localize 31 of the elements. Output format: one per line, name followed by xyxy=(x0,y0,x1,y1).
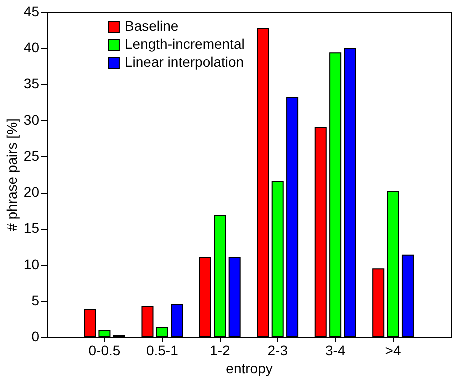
legend-label: Length-incremental xyxy=(125,36,245,52)
y-axis-title: # phrase pairs [%] xyxy=(4,118,20,232)
x-tick-label: 2-3 xyxy=(268,342,288,358)
bar xyxy=(171,304,184,338)
bar xyxy=(286,97,299,338)
legend-label: Linear interpolation xyxy=(125,54,244,70)
bar xyxy=(402,254,414,338)
y-tick-label: 0 xyxy=(32,328,40,344)
x-tick-label: >4 xyxy=(385,342,402,358)
bar xyxy=(228,257,241,338)
bar xyxy=(372,268,385,338)
y-tick-label: 10 xyxy=(24,256,40,272)
y-tick-label: 20 xyxy=(24,184,40,200)
bar xyxy=(314,127,327,338)
bar xyxy=(257,28,270,338)
y-tick-label: 45 xyxy=(24,4,40,20)
x-tick-label: 0-0.5 xyxy=(88,342,121,358)
y-tick-label: 35 xyxy=(24,76,40,92)
x-tick-label: 0.5-1 xyxy=(146,342,179,358)
y-tick-label: 25 xyxy=(24,148,40,164)
bar xyxy=(84,309,96,338)
y-tick-label: 15 xyxy=(24,220,40,236)
x-tick-label: 1-2 xyxy=(210,342,230,358)
y-tick-label: 40 xyxy=(24,40,40,56)
y-tick-label: 5 xyxy=(32,292,40,308)
y-tick-label: 30 xyxy=(24,112,40,128)
bar xyxy=(199,257,212,338)
bar xyxy=(142,306,154,338)
x-tick-label: 3-4 xyxy=(325,342,346,358)
legend-label: Baseline xyxy=(125,18,179,34)
bar xyxy=(344,48,356,338)
